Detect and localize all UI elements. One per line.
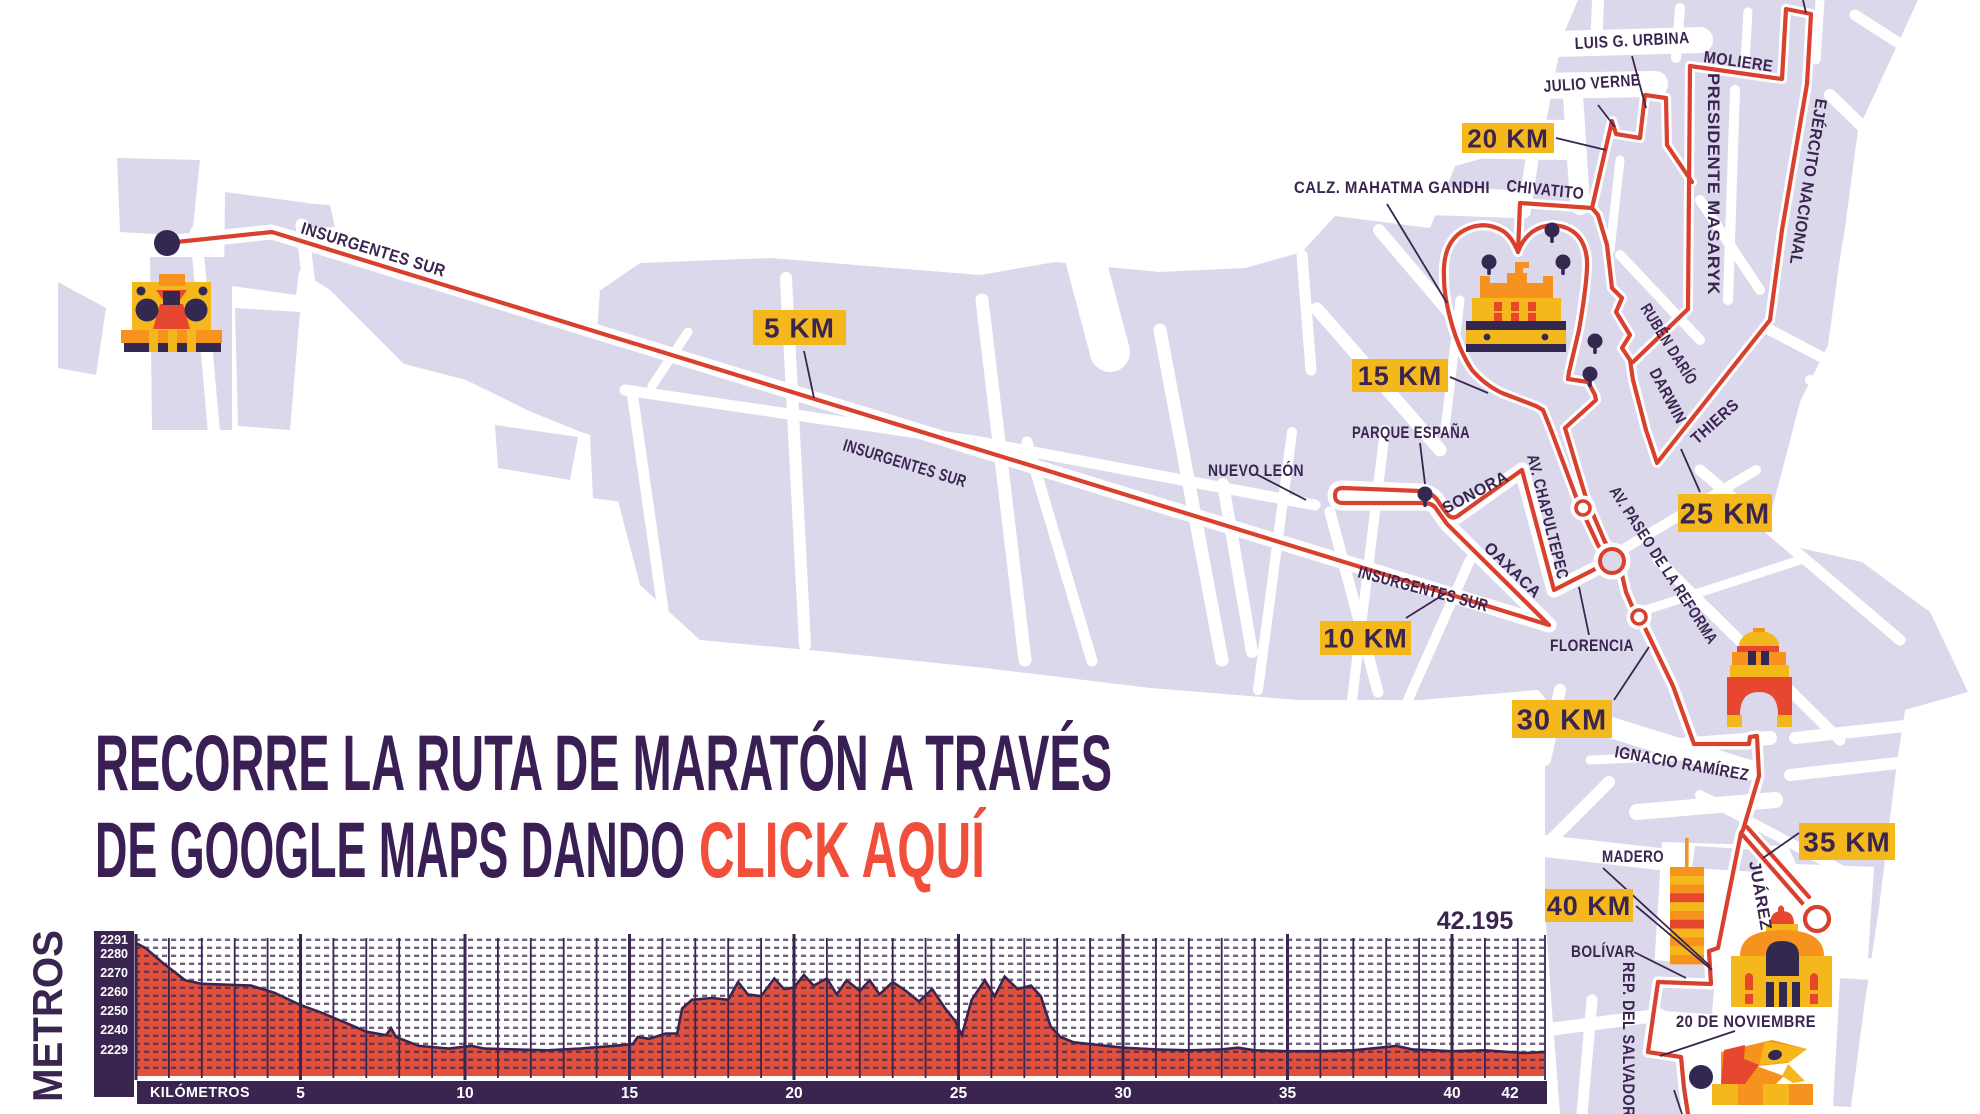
svg-text:35: 35 — [1279, 1085, 1297, 1102]
svg-text:2240: 2240 — [100, 1023, 128, 1037]
svg-text:RECORRE LA RUTA DE MARATÓN A T: RECORRE LA RUTA DE MARATÓN A TRAVÉS — [95, 718, 1112, 807]
svg-text:30 KM: 30 KM — [1517, 704, 1607, 736]
svg-text:40 KM: 40 KM — [1547, 891, 1632, 921]
svg-text:10 KM: 10 KM — [1323, 624, 1408, 654]
svg-text:CLICK AQUÍ: CLICK AQUÍ — [699, 805, 986, 894]
svg-text:FLORENCIA: FLORENCIA — [1550, 637, 1634, 655]
svg-text:BOLÍVAR: BOLÍVAR — [1571, 942, 1635, 961]
svg-text:REP. DEL SALVADOR: REP. DEL SALVADOR — [1619, 962, 1637, 1114]
svg-text:5: 5 — [296, 1085, 305, 1102]
svg-text:LUIS G. URBINA: LUIS G. URBINA — [1574, 29, 1690, 53]
svg-text:10: 10 — [456, 1085, 473, 1102]
svg-text:2260: 2260 — [100, 985, 128, 999]
svg-text:40: 40 — [1443, 1085, 1460, 1102]
svg-text:2280: 2280 — [100, 947, 128, 961]
svg-text:15 KM: 15 KM — [1358, 361, 1443, 391]
svg-text:15: 15 — [621, 1085, 639, 1102]
svg-text:25 KM: 25 KM — [1680, 498, 1770, 530]
svg-text:35 KM: 35 KM — [1803, 827, 1890, 858]
svg-text:CALZ. MAHATMA GANDHI: CALZ. MAHATMA GANDHI — [1294, 179, 1490, 197]
svg-text:30: 30 — [1114, 1085, 1131, 1102]
svg-text:5 KM: 5 KM — [764, 313, 835, 344]
svg-text:20 KM: 20 KM — [1467, 123, 1549, 153]
svg-text:2250: 2250 — [100, 1004, 128, 1018]
svg-text:42: 42 — [1501, 1085, 1518, 1102]
svg-text:2270: 2270 — [100, 966, 128, 980]
svg-text:MADERO: MADERO — [1602, 848, 1664, 866]
svg-text:20: 20 — [785, 1085, 802, 1102]
svg-text:2291: 2291 — [100, 933, 128, 947]
svg-text:KILÓMETROS: KILÓMETROS — [150, 1083, 250, 1101]
svg-text:DE GOOGLE MAPS DANDO: DE GOOGLE MAPS DANDO — [95, 805, 685, 894]
svg-text:25: 25 — [950, 1085, 968, 1102]
svg-text:NUEVO LEÓN: NUEVO LEÓN — [1208, 461, 1304, 480]
svg-text:20 DE NOVIEMBRE: 20 DE NOVIEMBRE — [1676, 1013, 1816, 1031]
svg-text:METROS: METROS — [24, 930, 71, 1102]
svg-text:2229: 2229 — [100, 1043, 128, 1057]
svg-text:PRESIDENTE MASARYK: PRESIDENTE MASARYK — [1704, 73, 1722, 295]
svg-text:PARQUE ESPAÑA: PARQUE ESPAÑA — [1352, 422, 1470, 442]
svg-text:42.195: 42.195 — [1437, 907, 1514, 935]
